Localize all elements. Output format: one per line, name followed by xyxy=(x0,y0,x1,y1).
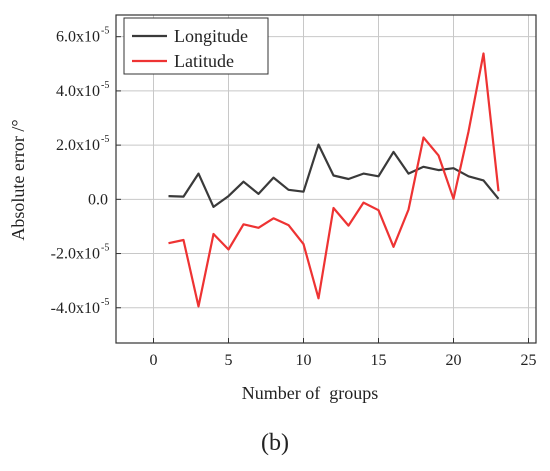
y-tick-label: 4.0x10 xyxy=(56,83,100,100)
y-tick-label: 2.0x10 xyxy=(56,137,100,154)
y-tick-exponent: -5 xyxy=(101,297,109,308)
y-tick-label: -4.0x10 xyxy=(51,300,100,317)
legend-box xyxy=(123,17,269,75)
legend-label-latitude: Latitude xyxy=(174,51,234,71)
series-line-longitude xyxy=(168,143,500,208)
y-tick-exponent: -5 xyxy=(101,134,109,145)
legend-label-longitude: Longitude xyxy=(174,26,248,46)
y-tick-label: -2.0x10 xyxy=(51,246,100,263)
plot-frame xyxy=(115,14,537,344)
y-tick-exponent: -5 xyxy=(101,243,109,254)
x-tick-label: 5 xyxy=(225,352,233,369)
x-tick-label: 15 xyxy=(371,352,387,369)
y-tick-label: 6.0x10 xyxy=(56,29,100,46)
x-axis-label: Number of groups xyxy=(242,383,378,403)
legend: Longitude Latitude xyxy=(123,17,269,75)
y-axis-label: Absolute error /° xyxy=(8,119,28,240)
figure-caption: (b) xyxy=(261,430,289,456)
y-tick-exponent: -5 xyxy=(101,26,109,37)
x-tick-label: 20 xyxy=(446,352,462,369)
series-line-latitude xyxy=(168,52,500,308)
y-tick-label: 0.0 xyxy=(88,191,108,208)
x-tick-label: 25 xyxy=(521,352,537,369)
axis-ticks: 0 5 10 15 20 256.0x10 -54.0x10 -52.0x10 -50.0-2.… xyxy=(51,26,537,369)
x-tick-label: 10 xyxy=(296,352,312,369)
x-tick-label: 0 xyxy=(150,352,158,369)
series-layer xyxy=(168,52,500,308)
y-tick-exponent: -5 xyxy=(101,80,109,91)
